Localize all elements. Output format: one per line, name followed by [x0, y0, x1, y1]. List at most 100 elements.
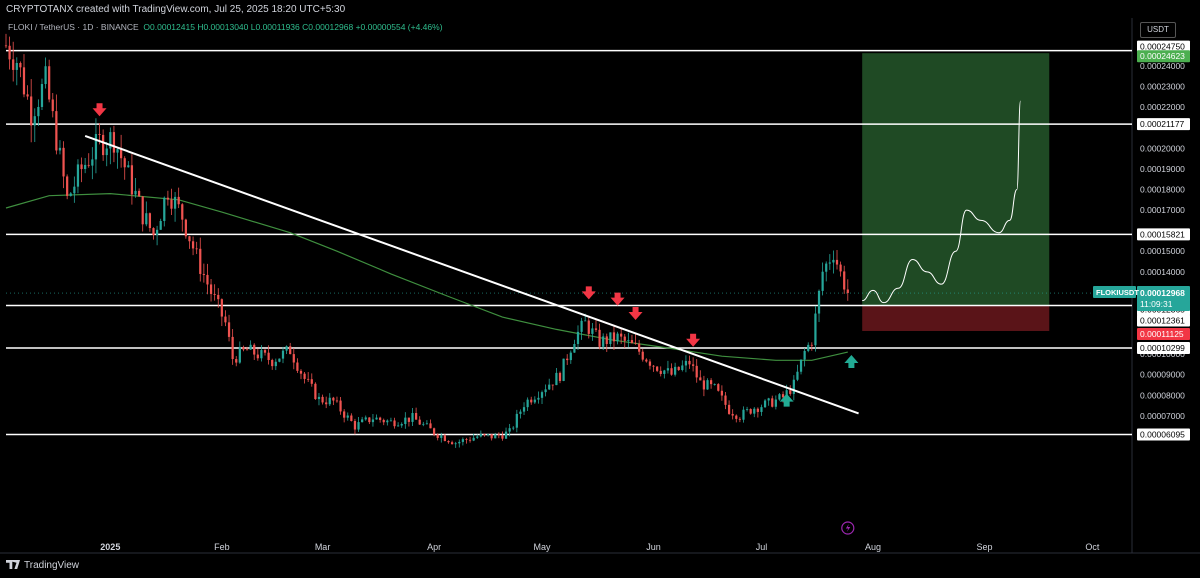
candle-body [173, 196, 177, 209]
candle-body [375, 417, 378, 420]
sell-arrow-icon [92, 103, 107, 117]
candle-body [454, 443, 457, 445]
candle-body [533, 399, 536, 403]
candle-body [425, 423, 429, 425]
candle-body [303, 373, 306, 379]
candle-body [94, 133, 98, 160]
candle-body [573, 344, 576, 353]
level-price-label: 0.00024623 [1140, 51, 1185, 61]
candle-body [242, 347, 245, 350]
candle-body [576, 331, 580, 345]
candle-body [799, 359, 803, 372]
candle-body [727, 404, 731, 414]
candle-body [343, 411, 346, 418]
candle-body [364, 417, 367, 420]
candle-body [332, 397, 335, 401]
candle-body [832, 259, 835, 263]
candle-body [281, 350, 285, 359]
candle-body [184, 219, 187, 237]
candle-body [120, 149, 123, 159]
candle-body [472, 437, 475, 441]
candle-body [296, 362, 299, 371]
candle-body [519, 411, 522, 414]
tradingview-logo[interactable]: TradingView [6, 560, 79, 571]
candle-body [66, 176, 69, 196]
candle-body [771, 398, 774, 407]
candle-body [159, 220, 162, 230]
candle-body [706, 380, 709, 390]
candle-body [33, 116, 36, 126]
y-tick-label: 0.00020000 [1140, 143, 1185, 153]
candle-body [389, 420, 393, 422]
candle-body [177, 196, 180, 205]
candle-body [170, 199, 173, 209]
candle-body [458, 441, 461, 444]
candle-body [15, 62, 18, 70]
candle-body [386, 420, 389, 423]
candle-body [555, 372, 558, 386]
candle-body [440, 435, 443, 438]
candle-body [209, 284, 213, 294]
candle-body [731, 413, 734, 416]
candle-body [756, 408, 759, 412]
candle-body [544, 389, 547, 393]
candle-body [397, 425, 400, 427]
candle-body [548, 384, 551, 390]
candle-body [166, 197, 170, 200]
candles [4, 33, 849, 448]
sell-arrow-icon [610, 292, 625, 306]
candle-body [30, 96, 33, 126]
candle-body [299, 370, 303, 374]
candle-body [404, 417, 407, 425]
y-tick-label: 0.00023000 [1140, 82, 1185, 92]
level-price-label: 0.00011125 [1140, 329, 1184, 339]
candle-body [238, 347, 241, 363]
candle-body [163, 197, 166, 221]
candle-body [289, 346, 292, 355]
candle-body [249, 344, 252, 350]
candle-body [357, 422, 360, 430]
candle-body [774, 399, 777, 407]
symbol-tag-label: FLOKIUSDT [1096, 288, 1139, 297]
ohlc-open: O0.00012415 [143, 22, 195, 32]
candle-body [638, 343, 641, 352]
lightning-icon [845, 524, 851, 532]
candle-body [681, 365, 684, 371]
candle-body [400, 424, 403, 426]
candle-body [253, 344, 256, 355]
candle-body [695, 365, 698, 378]
candle-body [314, 383, 317, 400]
currency-button[interactable]: USDT [1140, 22, 1176, 38]
y-tick-label: 0.00017000 [1140, 205, 1185, 215]
candle-body [504, 431, 508, 439]
candle-body [594, 328, 598, 330]
candle-body [656, 366, 659, 371]
y-tick-label: 0.00007000 [1140, 411, 1185, 421]
y-tick-label: 0.00009000 [1140, 370, 1185, 380]
candle-body [767, 398, 770, 401]
candle-body [12, 59, 15, 70]
candle-body [540, 392, 544, 398]
candle-body [325, 402, 328, 405]
candle-body [98, 133, 101, 135]
candle-body [699, 377, 702, 381]
candle-body [263, 350, 267, 353]
sell-arrow-icon [686, 333, 701, 347]
candle-body [310, 379, 313, 384]
level-price-tag [1137, 118, 1190, 131]
candle-body [321, 396, 324, 403]
candle-body [368, 417, 371, 423]
ohlc-close: C0.00012968 [302, 22, 354, 32]
level-price-tag [1137, 314, 1190, 327]
candle-body [73, 186, 76, 194]
candle-body [501, 435, 504, 439]
candle-body [753, 408, 756, 414]
candle-body [584, 320, 587, 322]
candle-body [522, 407, 526, 412]
candle-body [537, 397, 540, 400]
candle-body [620, 333, 623, 337]
candle-body [483, 434, 486, 435]
candle-body [738, 418, 741, 420]
projection-path [862, 100, 1021, 304]
